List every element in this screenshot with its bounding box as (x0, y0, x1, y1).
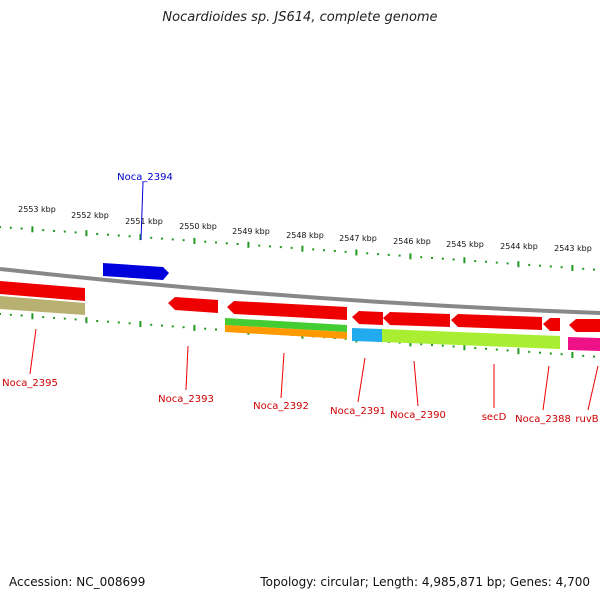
ruler-labels: 2553 kbp 2552 kbp 2551 kbp 2550 kbp 2549 kbp… (18, 205, 592, 253)
ruler-label: 2543 kbp (554, 244, 592, 253)
label-noca-2393[interactable]: Noca_2393 (158, 394, 214, 405)
label-noca-2395[interactable]: Noca_2395 (2, 378, 58, 389)
label-noca-2394[interactable]: Noca_2394 (117, 172, 173, 183)
ruler-label: 2553 kbp (18, 205, 56, 214)
label-secd[interactable]: secD (482, 412, 507, 423)
ruler-label: 2545 kbp (446, 240, 484, 249)
genome-summary-text: Topology: circular; Length: 4,985,871 bp… (260, 575, 590, 589)
gene-labels: Noca_2394 Noca_2395 Noca_2393 Noca_2392 … (2, 172, 599, 425)
genome-title: Nocardioides sp. JS614, complete genome (162, 10, 438, 25)
gene-noca-2391[interactable] (352, 311, 383, 325)
genome-backbone (0, 267, 600, 315)
ruler-label: 2548 kbp (286, 231, 324, 240)
gene-ruvb[interactable] (569, 319, 600, 332)
ruler-label: 2552 kbp (71, 211, 109, 220)
feature-track (0, 296, 600, 351)
gene-noca-2392[interactable] (227, 301, 347, 320)
label-noca-2388[interactable]: Noca_2388 (515, 414, 571, 425)
ruler-label: 2544 kbp (500, 242, 538, 251)
label-ruvb[interactable]: ruvB (575, 414, 598, 425)
leader-noca-2393 (185, 345, 189, 391)
leader-noca-2391 (357, 357, 366, 403)
label-noca-2390[interactable]: Noca_2390 (390, 410, 446, 421)
feature-orange-bar[interactable] (225, 325, 347, 339)
leader-noca-2395 (29, 328, 37, 375)
leader-noca-2388 (542, 365, 550, 411)
gene-noca-2393[interactable] (168, 297, 218, 313)
gene-noca-2395[interactable] (0, 281, 85, 301)
ruler-label: 2550 kbp (179, 222, 217, 231)
label-noca-2392[interactable]: Noca_2392 (253, 401, 309, 412)
feature-green-bar[interactable] (225, 318, 347, 332)
feature-lime-bar[interactable] (382, 329, 560, 349)
feature-cyan-bar[interactable] (352, 328, 382, 342)
gene-noca-2390[interactable] (383, 312, 450, 327)
ruler-label: 2546 kbp (393, 237, 431, 246)
gene-secd[interactable] (451, 314, 542, 330)
feature-olive-bar[interactable] (0, 296, 85, 315)
leader-noca-2390 (413, 360, 419, 407)
leader-noca-2394 (140, 181, 144, 241)
gene-noca-2394[interactable] (103, 263, 169, 280)
accession-text: Accession: NC_008699 (9, 575, 146, 589)
gene-noca-2388[interactable] (543, 318, 560, 331)
upper-tick-track (0, 226, 595, 271)
feature-magenta-bar[interactable] (568, 337, 600, 351)
label-noca-2391[interactable]: Noca_2391 (330, 406, 386, 417)
ruler-label: 2551 kbp (125, 217, 163, 226)
leader-noca-2392 (280, 352, 285, 399)
gene-track (0, 263, 600, 332)
ruler-label: 2547 kbp (339, 234, 377, 243)
ruler-label: 2549 kbp (232, 227, 270, 236)
leader-ruvb (587, 365, 599, 411)
